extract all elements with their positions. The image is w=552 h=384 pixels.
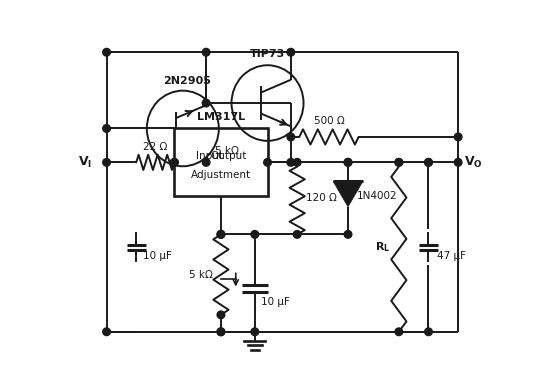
Circle shape — [202, 48, 210, 56]
Polygon shape — [333, 181, 363, 207]
Circle shape — [344, 230, 352, 238]
Circle shape — [217, 311, 225, 319]
Text: 10 μF: 10 μF — [261, 297, 290, 307]
Circle shape — [287, 133, 295, 141]
Circle shape — [424, 159, 432, 166]
Text: 120 Ω: 120 Ω — [306, 194, 337, 204]
Circle shape — [202, 159, 210, 166]
Circle shape — [395, 328, 402, 336]
Circle shape — [454, 133, 462, 141]
Circle shape — [424, 159, 432, 166]
Text: TIP73: TIP73 — [250, 48, 285, 59]
Text: 1N4002: 1N4002 — [357, 191, 397, 201]
Text: 10 μF: 10 μF — [142, 250, 172, 260]
Text: 500 Ω: 500 Ω — [314, 116, 344, 126]
Circle shape — [103, 328, 110, 336]
Circle shape — [293, 159, 301, 166]
Circle shape — [103, 125, 110, 132]
Circle shape — [344, 159, 352, 166]
Circle shape — [293, 230, 301, 238]
Text: LM317L: LM317L — [197, 112, 245, 122]
Circle shape — [395, 159, 402, 166]
Text: 47 μF: 47 μF — [437, 250, 466, 260]
Bar — [174, 129, 268, 196]
Text: 22 Ω: 22 Ω — [143, 142, 167, 152]
Circle shape — [454, 159, 462, 166]
Circle shape — [344, 159, 352, 166]
Text: Output: Output — [210, 151, 246, 161]
Circle shape — [287, 48, 295, 56]
Circle shape — [251, 230, 259, 238]
Text: V$_{\mathregular{I}}$: V$_{\mathregular{I}}$ — [78, 155, 92, 170]
Circle shape — [217, 230, 225, 238]
Circle shape — [395, 159, 402, 166]
Text: Adjustment: Adjustment — [191, 170, 251, 180]
Text: 5 kΩ: 5 kΩ — [189, 270, 213, 280]
Circle shape — [103, 48, 110, 56]
Circle shape — [103, 159, 110, 166]
Circle shape — [171, 159, 178, 166]
Text: V$_{\mathregular{O}}$: V$_{\mathregular{O}}$ — [464, 155, 484, 170]
Circle shape — [424, 328, 432, 336]
Circle shape — [251, 328, 259, 336]
Text: 2N2905: 2N2905 — [163, 76, 211, 86]
Circle shape — [202, 99, 210, 107]
Circle shape — [287, 159, 295, 166]
Text: 5 kΩ: 5 kΩ — [215, 146, 238, 156]
Text: Input: Input — [195, 151, 222, 161]
Circle shape — [264, 159, 272, 166]
Circle shape — [217, 328, 225, 336]
Text: R$_{\mathregular{L}}$: R$_{\mathregular{L}}$ — [375, 240, 390, 254]
Circle shape — [217, 230, 225, 238]
Circle shape — [171, 159, 178, 166]
Circle shape — [217, 328, 225, 336]
